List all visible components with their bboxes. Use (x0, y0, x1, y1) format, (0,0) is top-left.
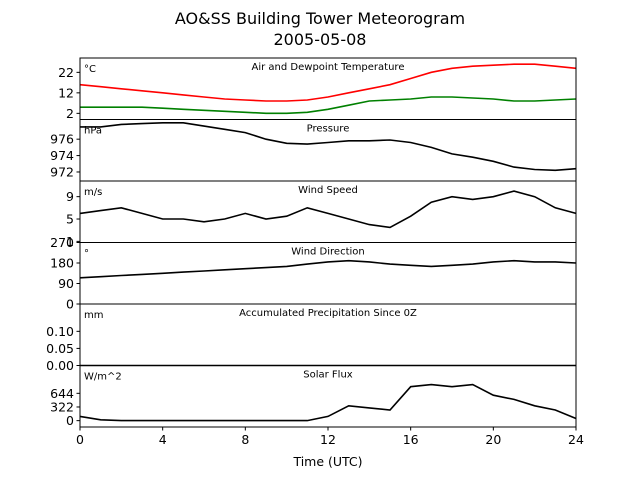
panel-3-ytick-label-0: 0 (66, 297, 74, 312)
panel-1-ytick-label-0: 972 (50, 164, 74, 179)
panel-4-title: Accumulated Precipitation Since 0Z (239, 308, 417, 319)
panel-3-ytick-label-2: 180 (50, 256, 74, 271)
panel-5-title: Solar Flux (303, 370, 353, 381)
panel-2-title: Wind Speed (298, 185, 358, 196)
chart-title: AO&SS Building Tower Meteorogram (175, 9, 465, 28)
panel-5-series-0-line (79, 383, 577, 422)
panel-0-unit-label: °C (84, 64, 96, 75)
panel-1-series-0-line (80, 122, 577, 172)
x-tick-label-6: 24 (568, 432, 584, 447)
panel-2-unit-label: m/s (84, 187, 102, 198)
panel-3-title: Wind Direction (291, 247, 365, 258)
x-tick-label-1: 4 (159, 432, 167, 447)
panel-0-ytick-label-1: 12 (58, 85, 74, 100)
panel-4-ytick-label-0: 0.00 (46, 358, 74, 373)
panel-0-ytick-label-0: 2 (66, 106, 74, 121)
panel-5-unit-label: W/m^2 (84, 372, 122, 383)
panel-2-ytick-label-1: 5 (66, 212, 74, 227)
panel-0-series-0-line (79, 63, 577, 102)
panel-1-ytick-label-1: 974 (50, 148, 74, 163)
panel-0-title: Air and Dewpoint Temperature (252, 62, 405, 73)
panel-5-ytick-label-1: 322 (50, 399, 74, 414)
panel-4-ytick-label-1: 0.05 (46, 341, 74, 356)
panel-2: 1 5 9 m/s Wind Speed (66, 180, 577, 249)
panel-3-series-0-line (79, 259, 577, 279)
panel-2-ytick-label-2: 9 (66, 189, 74, 204)
panel-5-ytick-label-0: 0 (66, 413, 74, 428)
panel-3: 0 90 180 270 ° Wind Direction (50, 235, 577, 312)
x-tick-label-5: 20 (485, 432, 501, 447)
panel-0-ytick-label-2: 22 (58, 65, 74, 80)
panel-3-ytick-label-1: 90 (58, 276, 74, 291)
panel-4-unit-label: mm (84, 310, 103, 321)
chart-subtitle: 2005-05-08 (274, 30, 367, 49)
x-tick-label-0: 0 (76, 432, 84, 447)
panel-1-unit-label: hPa (84, 126, 102, 137)
panel-4: 0.00 0.05 0.10 mm Accumulated Precipitation … (46, 303, 577, 373)
panel-0: 2 12 22 °C Air and Dewpoint Temperature (58, 57, 577, 121)
x-tick-label-2: 8 (241, 432, 249, 447)
x-tick-label-4: 16 (403, 432, 419, 447)
panel-3-unit-label: ° (84, 249, 89, 260)
x-axis-label: Time (UTC) (292, 454, 362, 469)
panel-4-ytick-label-2: 0.10 (46, 324, 74, 339)
panel-0-series-1-line (80, 96, 577, 115)
panel-5-ytick-label-2: 644 (50, 386, 74, 401)
panel-2-ytick-label-0: 1 (66, 234, 74, 249)
panel-1-ytick-label-2: 976 (50, 132, 74, 147)
x-tick-label-3: 12 (320, 432, 336, 447)
panel-3-ytick-label-3: 270 (50, 235, 74, 250)
panel-2-series-0-line (79, 190, 577, 229)
panel-1-title: Pressure (307, 124, 350, 135)
